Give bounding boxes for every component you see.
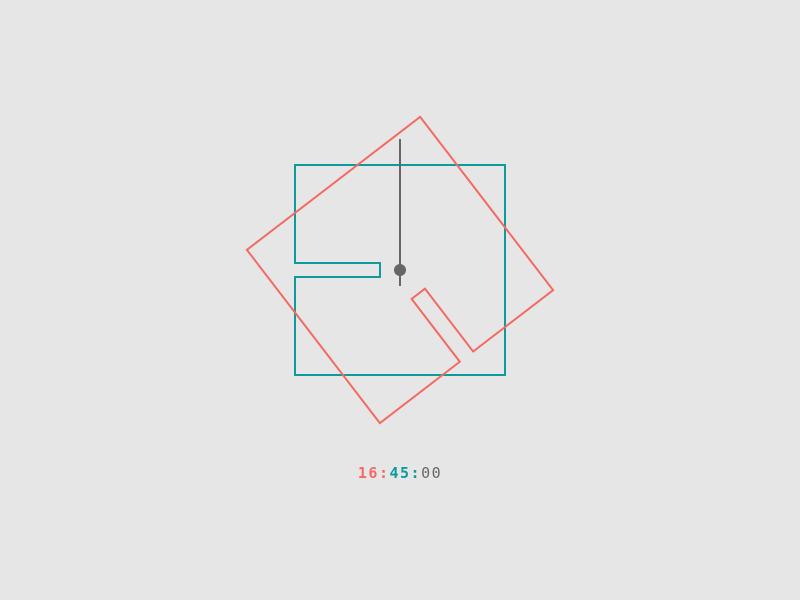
time-minutes: 45 [389, 464, 411, 482]
time-separator-minutes: : [410, 464, 422, 482]
time-hours: 16 [357, 464, 379, 482]
time-seconds: 00 [421, 464, 443, 482]
hour-hand-square [245, 115, 555, 425]
center-pivot [394, 264, 406, 276]
digital-time-readout: 16:45:00 [0, 463, 800, 483]
time-separator-hours: : [378, 464, 390, 482]
minute-hand-square [294, 164, 506, 376]
